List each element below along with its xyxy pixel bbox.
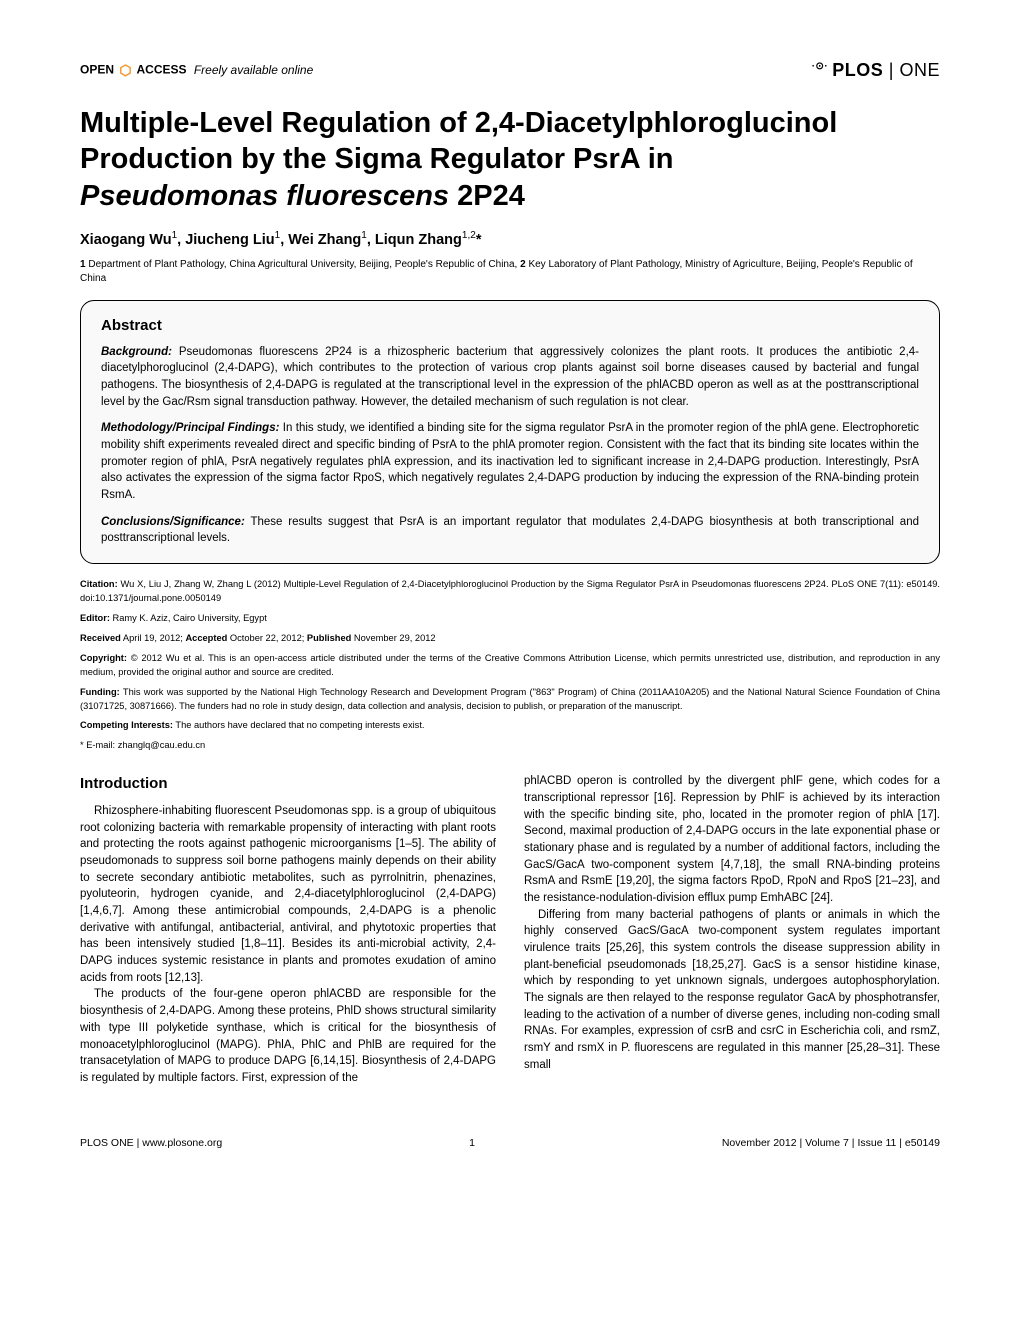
citation-label: Citation: xyxy=(80,579,118,589)
intro-p2: The products of the four-gene operon phl… xyxy=(80,986,496,1086)
footer: PLOS ONE | www.plosone.org 1 November 20… xyxy=(80,1137,940,1149)
title-line2: Production by the Sigma Regulator PsrA i… xyxy=(80,143,674,175)
editor-label: Editor: xyxy=(80,613,110,623)
abstract-conclusions: Conclusions/Significance: These results … xyxy=(101,514,919,547)
title-line3-italic: Pseudomonas fluorescens xyxy=(80,180,449,212)
competing: Competing Interests: The authors have de… xyxy=(80,719,940,733)
open-text: OPEN xyxy=(80,63,114,77)
copyright-text: © 2012 Wu et al. This is an open-access … xyxy=(80,653,940,677)
open-access-badge: OPEN ⬡ ACCESS Freely available online xyxy=(80,62,313,79)
funding-label: Funding: xyxy=(80,687,120,697)
abstract-box: Abstract Background: Pseudomonas fluores… xyxy=(80,300,940,564)
plos-text: PLOS xyxy=(832,60,883,80)
footer-left: PLOS ONE | www.plosone.org xyxy=(80,1137,222,1149)
plos-logo: ·⊙·PLOS | ONE xyxy=(812,60,940,81)
dates: Received April 19, 2012; Accepted Octobe… xyxy=(80,632,940,646)
page: OPEN ⬡ ACCESS Freely available online ·⊙… xyxy=(0,0,1020,1189)
funding-text: This work was supported by the National … xyxy=(80,687,940,711)
intro-heading: Introduction xyxy=(80,773,496,795)
competing-label: Competing Interests: xyxy=(80,720,173,730)
abstract-methods: Methodology/Principal Findings: In this … xyxy=(101,420,919,503)
plos-circle-icon: ·⊙· xyxy=(812,61,829,72)
published-label: Published xyxy=(307,633,351,643)
citation-text: Wu X, Liu J, Zhang W, Zhang L (2012) Mul… xyxy=(80,579,940,603)
intro-p4: Differing from many bacterial pathogens … xyxy=(524,907,940,1074)
editor-text: Ramy K. Aziz, Cairo University, Egypt xyxy=(110,613,267,623)
background-label: Background: xyxy=(101,346,172,358)
intro-p1: Rhizosphere-inhabiting fluorescent Pseud… xyxy=(80,803,496,986)
footer-center: 1 xyxy=(469,1137,475,1149)
email-label: * E-mail: xyxy=(80,740,115,750)
background-text: Pseudomonas fluorescens 2P24 is a rhizos… xyxy=(101,346,919,408)
lock-open-icon: ⬡ xyxy=(119,62,131,78)
metadata-block: Citation: Wu X, Liu J, Zhang W, Zhang L … xyxy=(80,578,940,753)
intro-p3: phlACBD operon is controlled by the dive… xyxy=(524,773,940,906)
header-row: OPEN ⬡ ACCESS Freely available online ·⊙… xyxy=(80,60,940,81)
email-text: zhanglq@cau.edu.cn xyxy=(115,740,205,750)
abstract-background: Background: Pseudomonas fluorescens 2P24… xyxy=(101,344,919,411)
column-right: phlACBD operon is controlled by the dive… xyxy=(524,773,940,1086)
competing-text: The authors have declared that no compet… xyxy=(173,720,425,730)
concl-label: Conclusions/Significance: xyxy=(101,516,245,528)
authors: Xiaogang Wu1, Jiucheng Liu1, Wei Zhang1,… xyxy=(80,230,940,248)
email: * E-mail: zhanglq@cau.edu.cn xyxy=(80,739,940,753)
received-label: Received xyxy=(80,633,121,643)
accepted-text: October 22, 2012; xyxy=(227,633,307,643)
column-left: Introduction Rhizosphere-inhabiting fluo… xyxy=(80,773,496,1086)
abstract-heading: Abstract xyxy=(101,317,919,334)
body-columns: Introduction Rhizosphere-inhabiting fluo… xyxy=(80,773,940,1086)
accepted-label: Accepted xyxy=(185,633,227,643)
received-text: April 19, 2012; xyxy=(121,633,186,643)
affiliations: 1 Department of Plant Pathology, China A… xyxy=(80,258,940,286)
copyright: Copyright: © 2012 Wu et al. This is an o… xyxy=(80,652,940,680)
citation: Citation: Wu X, Liu J, Zhang W, Zhang L … xyxy=(80,578,940,606)
freely-text: Freely available online xyxy=(194,63,313,77)
footer-right: November 2012 | Volume 7 | Issue 11 | e5… xyxy=(722,1137,940,1149)
funding: Funding: This work was supported by the … xyxy=(80,686,940,714)
copyright-label: Copyright: xyxy=(80,653,127,663)
title-line3-rest: 2P24 xyxy=(449,180,525,212)
article-title: Multiple-Level Regulation of 2,4-Diacety… xyxy=(80,105,940,214)
title-line1: Multiple-Level Regulation of 2,4-Diacety… xyxy=(80,107,837,139)
published-text: November 29, 2012 xyxy=(351,633,435,643)
methods-label: Methodology/Principal Findings: xyxy=(101,422,279,434)
one-text: ONE xyxy=(899,60,940,80)
editor: Editor: Ramy K. Aziz, Cairo University, … xyxy=(80,612,940,626)
access-text: ACCESS xyxy=(136,63,186,77)
